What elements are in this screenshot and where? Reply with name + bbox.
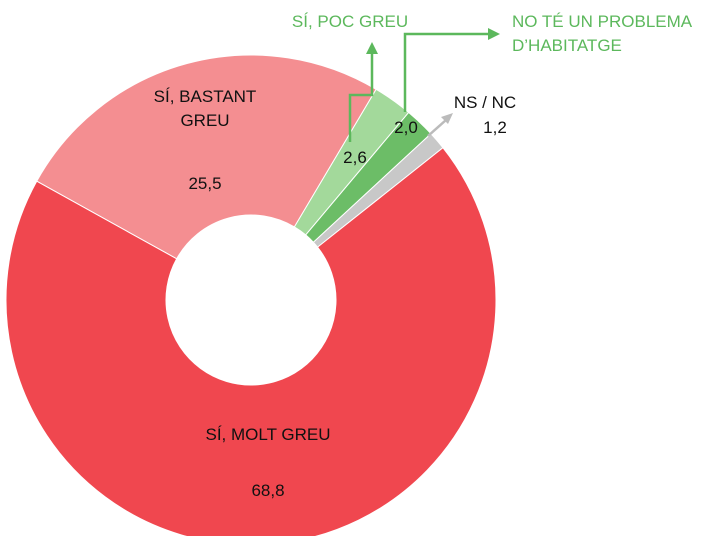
- value-label: 2,0: [394, 118, 418, 137]
- leader-line: [348, 52, 374, 142]
- slice-label: SÍ, MOLT GREU: [205, 425, 331, 444]
- value-label: 1,2: [483, 118, 507, 137]
- leader-lines: [348, 28, 500, 142]
- slice: [36, 54, 377, 260]
- value-label: 2,6: [343, 148, 367, 167]
- arrow-head: [488, 28, 500, 40]
- slice-label: NS / NC: [453, 93, 517, 112]
- slice: [5, 147, 497, 536]
- arrow-head: [366, 42, 378, 54]
- leader-line: [427, 119, 447, 137]
- slice-label: SÍ, POC GREU: [291, 12, 409, 31]
- slice-label: NO TÉ UN PROBLEMA D’HABITATGE: [512, 12, 692, 55]
- value-label: 68,8: [251, 481, 285, 500]
- leader-line: [403, 32, 490, 112]
- arrow-head: [441, 113, 453, 124]
- slice-label: SÍ, BASTANT GREU: [153, 87, 257, 130]
- value-label: 25,5: [188, 174, 222, 193]
